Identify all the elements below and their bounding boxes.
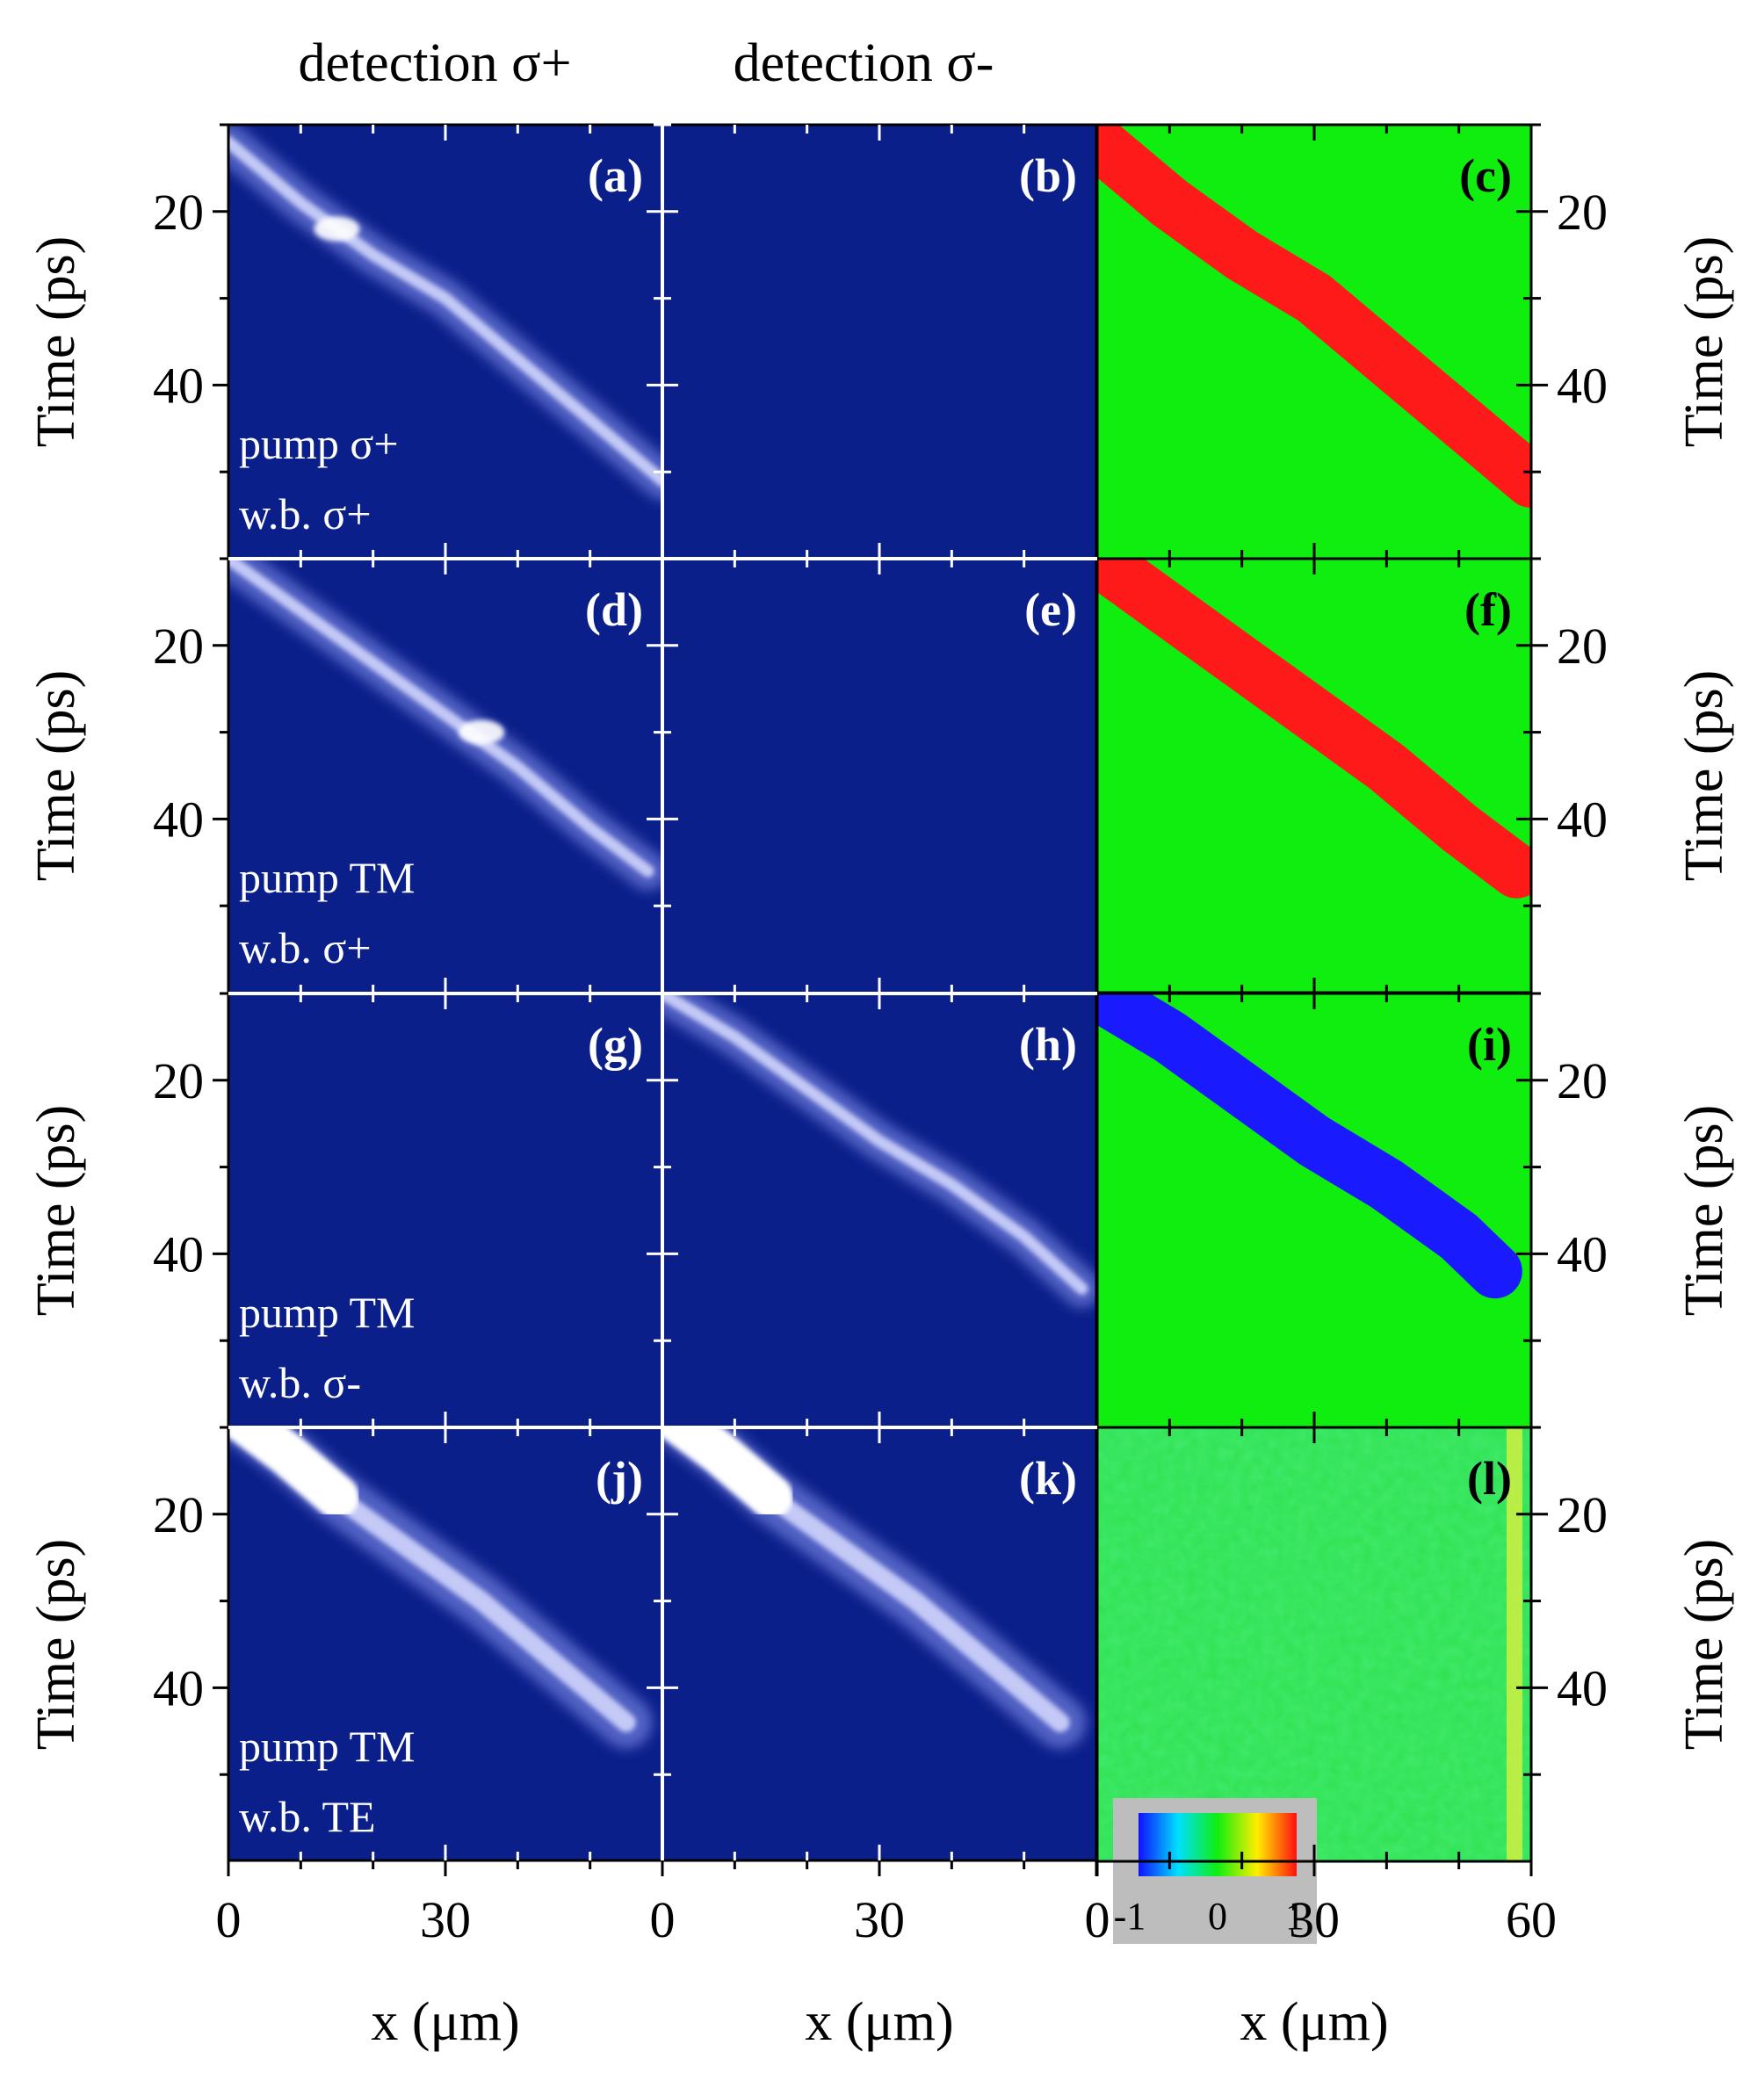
colorbar-tick-label: -1 <box>1114 1895 1146 1938</box>
y-tick-label-right: 40 <box>1557 791 1608 848</box>
y-tick-label-left: 20 <box>153 184 204 241</box>
panel-g <box>228 993 662 1427</box>
panel-label-k: (k) <box>1019 1452 1077 1505</box>
panel-label-i: (i) <box>1467 1018 1512 1071</box>
panel-e-background <box>662 559 1096 993</box>
colorbar-tick-label: 0 <box>1208 1895 1227 1938</box>
panel-k-saturation <box>662 1427 793 1519</box>
y-axis-label-left: Time (ps) <box>26 1105 86 1317</box>
panel-j-annotation: w.b. TE <box>239 1792 376 1841</box>
y-axis-label-right: Time (ps) <box>1674 670 1734 882</box>
x-tick-label: 60 <box>1506 1891 1557 1948</box>
y-axis-label-left: Time (ps) <box>26 1539 86 1751</box>
y-tick-label-right: 20 <box>1557 1486 1608 1543</box>
panel-h-background <box>662 993 1096 1427</box>
y-axis-label-right: Time (ps) <box>1674 236 1734 448</box>
panel-a-trace <box>228 135 662 488</box>
panel-h <box>662 993 1096 1427</box>
y-tick-label-right: 40 <box>1557 357 1608 414</box>
panel-d <box>228 559 662 993</box>
panel-b <box>662 125 1096 559</box>
panel-label-e: (e) <box>1024 583 1077 636</box>
x-axis-label: x (μm) <box>371 1992 519 2052</box>
colorbar-tick-label: 1 <box>1285 1895 1305 1938</box>
panel-d-annotation: w.b. σ+ <box>239 923 372 972</box>
y-tick-label-left: 40 <box>153 1225 204 1282</box>
panel-j-saturation <box>228 1427 359 1519</box>
x-tick-label: 30 <box>420 1891 471 1948</box>
y-tick-label-left: 40 <box>153 1659 204 1716</box>
column-title-sigma-plus: detection σ+ <box>298 33 571 93</box>
y-tick-label-left: 20 <box>153 618 204 675</box>
panel-g-background <box>228 993 662 1427</box>
panels-layer: (a) pump σ+ w.b. σ+ (b) (c) (d) pump TM w.b. σ+… <box>228 125 1531 1944</box>
x-axis-label: x (μm) <box>805 1992 953 2052</box>
panel-j-annotation: pump TM <box>239 1722 416 1771</box>
panel-g-annotation: w.b. σ- <box>239 1358 361 1407</box>
x-axis-label: x (μm) <box>1240 1992 1388 2052</box>
panel-i-ratio-band <box>1097 993 1522 1299</box>
panel-h-trace <box>662 993 1088 1295</box>
panel-d-bright-spot <box>459 719 505 745</box>
panel-a <box>228 125 662 559</box>
panel-f <box>1097 559 1531 993</box>
y-tick-label-left: 20 <box>153 1052 204 1109</box>
axes-layer: 20 20 40 40 Time (ps) Time (ps) 20 20 40 40 Time (… <box>26 123 1734 2052</box>
panel-b-background <box>662 125 1096 559</box>
x-tick-label: 0 <box>1085 1891 1110 1948</box>
panel-c-ratio-band <box>1097 125 1531 509</box>
y-tick-label-left: 20 <box>153 1486 204 1543</box>
y-tick-label-right: 20 <box>1557 618 1608 675</box>
panel-f-ratio-band <box>1097 559 1531 899</box>
panel-label-h: (h) <box>1019 1018 1077 1071</box>
panel-label-j: (j) <box>596 1452 643 1505</box>
y-axis-label-right: Time (ps) <box>1674 1105 1734 1317</box>
panel-d-annotation: pump TM <box>239 853 416 902</box>
y-tick-label-left: 40 <box>153 357 204 414</box>
panel-g-annotation: pump TM <box>239 1288 416 1337</box>
panel-label-g: (g) <box>588 1018 643 1071</box>
x-tick-label: 30 <box>1289 1891 1340 1948</box>
panel-j <box>228 1427 662 1861</box>
panel-label-b: (b) <box>1019 149 1077 202</box>
panel-label-d: (d) <box>585 583 643 636</box>
x-tick-label: 30 <box>854 1891 905 1948</box>
y-axis-label-left: Time (ps) <box>26 236 86 448</box>
panel-label-a: (a) <box>588 149 643 202</box>
column-title-sigma-minus: detection σ- <box>734 33 994 93</box>
colorbar <box>1139 1813 1297 1876</box>
panel-l <box>1097 1427 1531 1861</box>
panel-c <box>1097 125 1531 559</box>
panel-k <box>662 1427 1096 1861</box>
panel-i <box>1097 993 1531 1427</box>
panel-label-f: (f) <box>1464 583 1512 636</box>
panel-label-l: (l) <box>1467 1452 1512 1505</box>
panel-label-c: (c) <box>1459 149 1512 202</box>
y-axis-label-right: Time (ps) <box>1674 1539 1734 1751</box>
panel-a-bright-spot <box>314 216 360 242</box>
y-tick-label-right: 40 <box>1557 1225 1608 1282</box>
panel-l-edge-stripe <box>1507 1427 1522 1861</box>
x-tick-label: 0 <box>216 1891 242 1948</box>
y-tick-label-right: 20 <box>1557 184 1608 241</box>
y-axis-label-left: Time (ps) <box>26 670 86 882</box>
y-tick-label-left: 40 <box>153 791 204 848</box>
panel-a-annotation: pump σ+ <box>239 419 399 468</box>
y-tick-label-right: 40 <box>1557 1659 1608 1716</box>
panel-a-annotation: w.b. σ+ <box>239 489 372 538</box>
y-tick-label-right: 20 <box>1557 1052 1608 1109</box>
panel-e <box>662 559 1096 993</box>
x-tick-label: 0 <box>650 1891 676 1948</box>
panel-d-trace <box>228 559 654 878</box>
panel-l-noise <box>1097 1427 1531 1861</box>
